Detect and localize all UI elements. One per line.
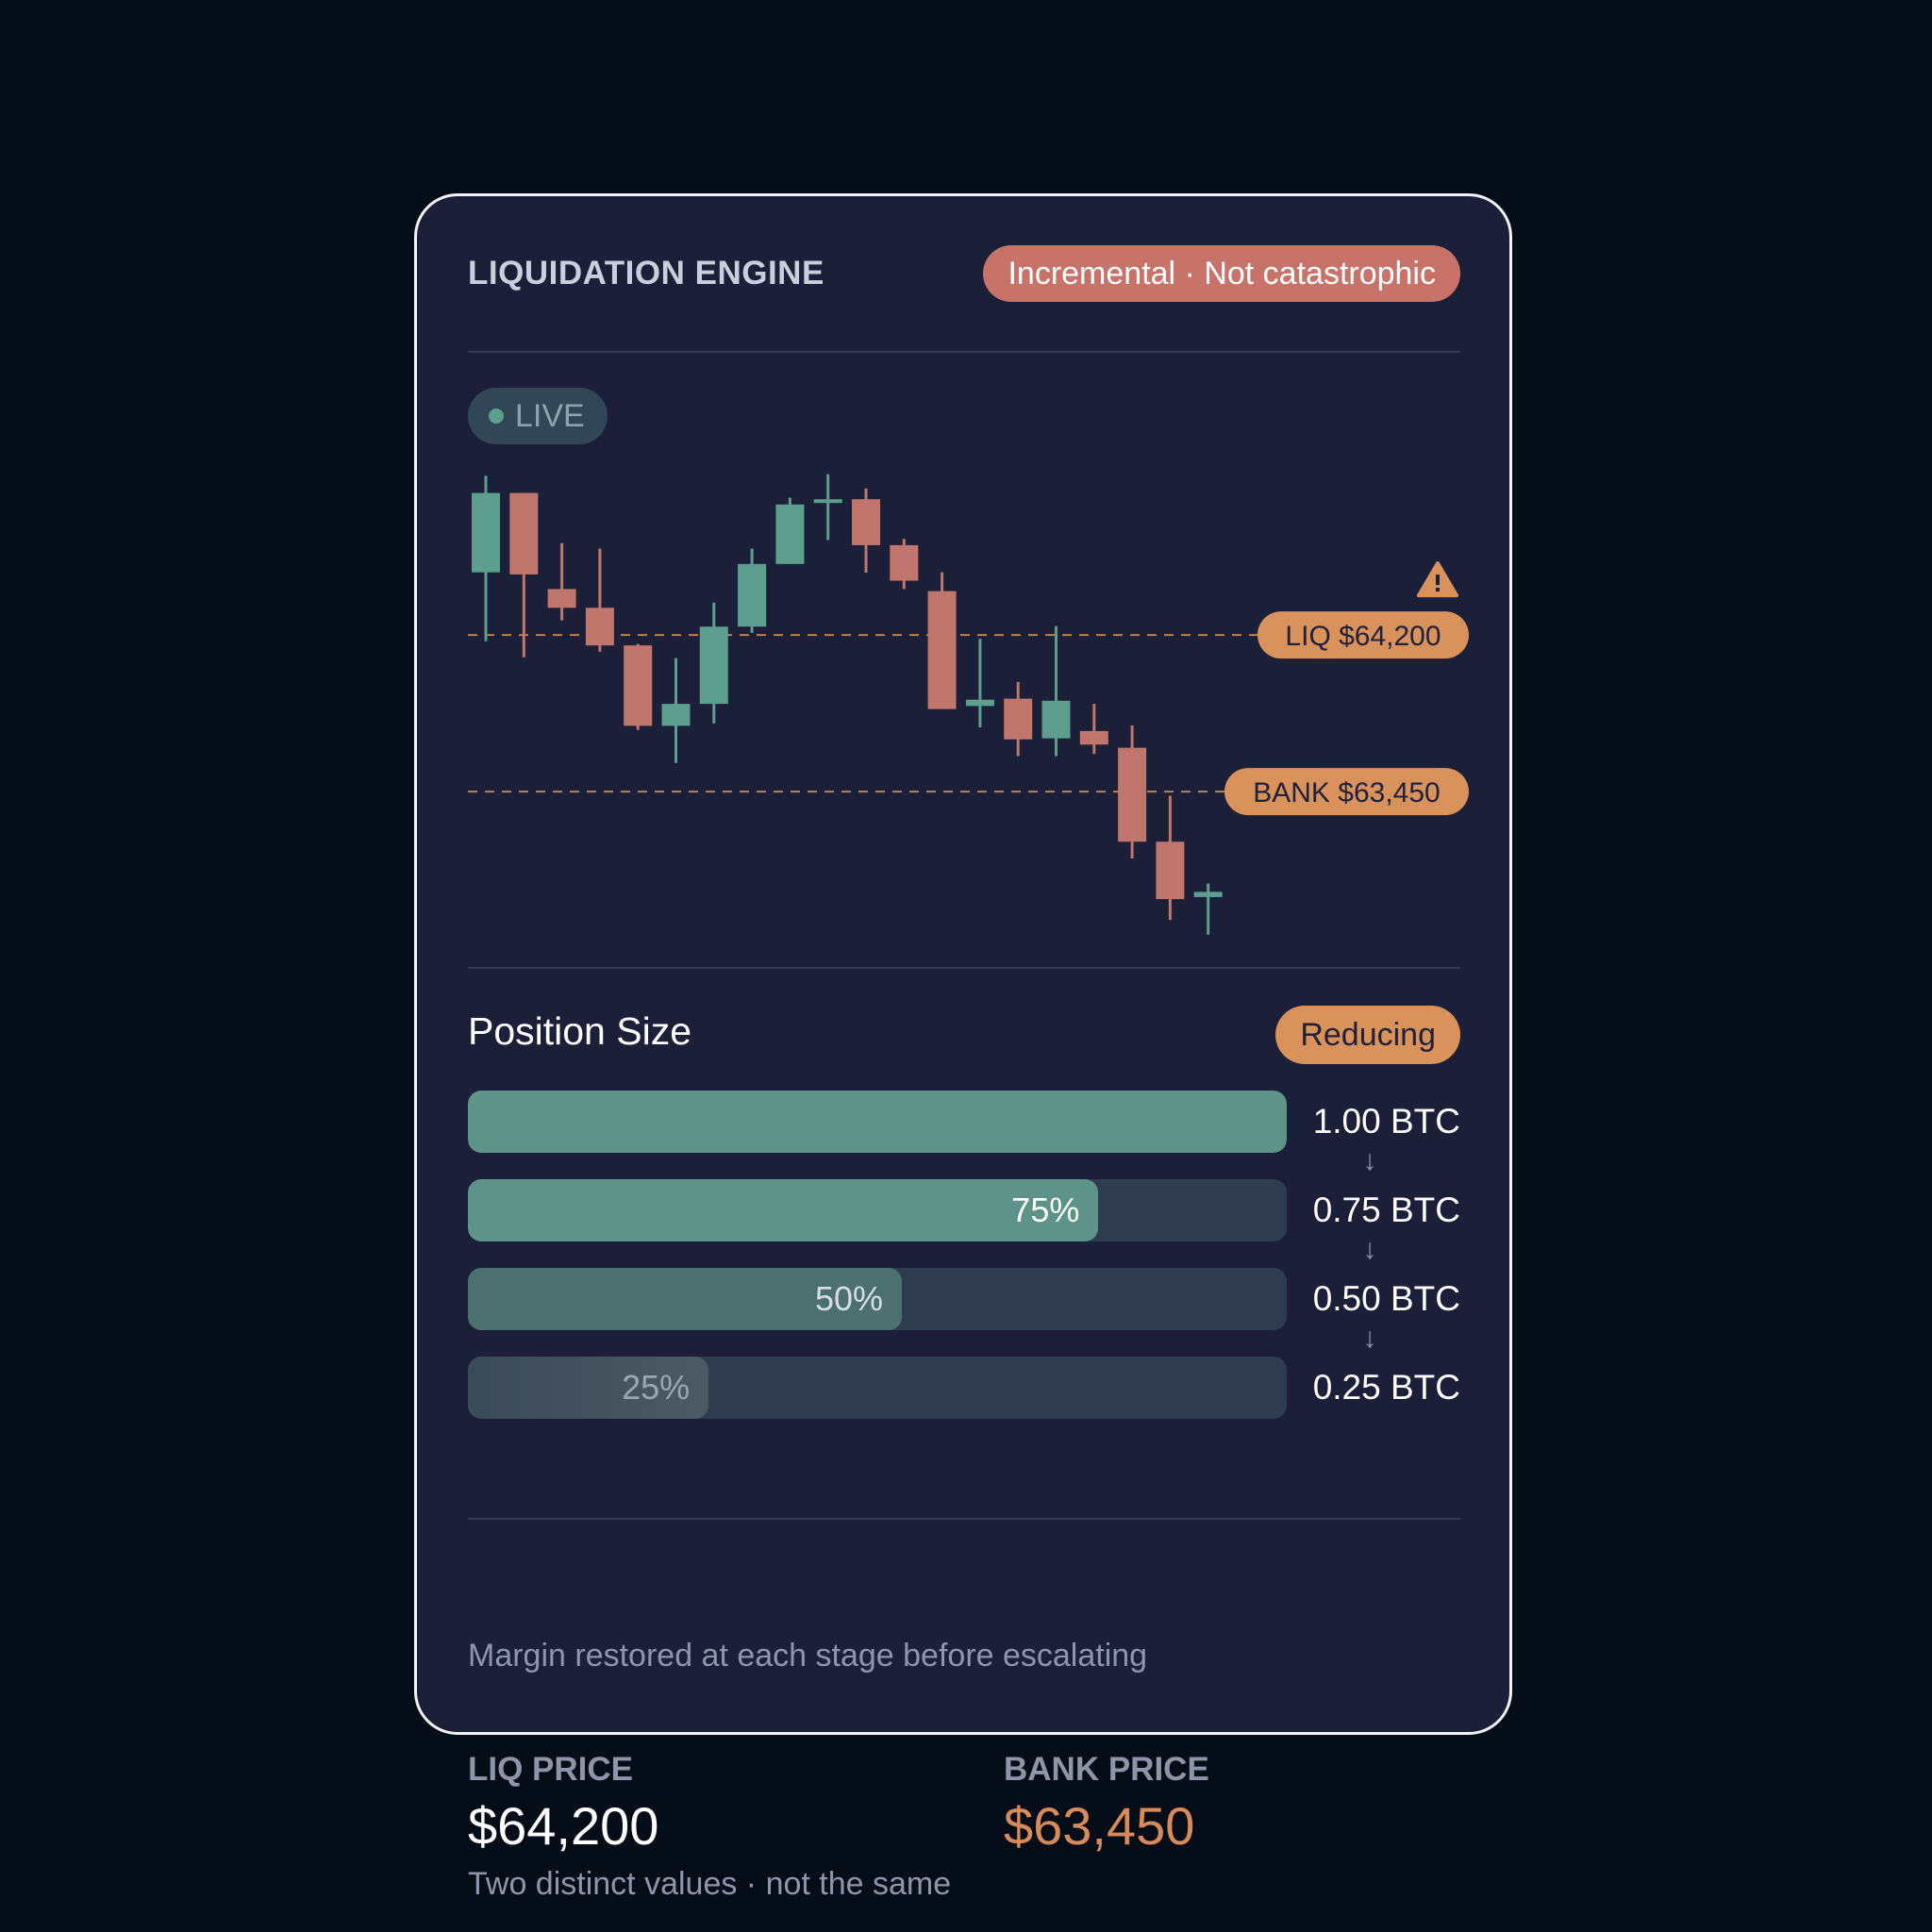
candle-body bbox=[1156, 841, 1185, 900]
candle-body bbox=[472, 492, 500, 573]
candlestick-chart: LIQ $64,200 BANK $63,450 bbox=[468, 474, 1469, 935]
chart-divider bbox=[468, 967, 1460, 969]
candle-body bbox=[1041, 700, 1071, 739]
warning-triangle-icon bbox=[1417, 561, 1458, 598]
mode-badge: Incremental · Not catastrophic bbox=[983, 245, 1460, 302]
candle-body bbox=[1193, 891, 1223, 897]
candle-body bbox=[965, 699, 994, 707]
stage-bar-3: 50% bbox=[468, 1268, 1287, 1330]
price-tag-label: BANK $63,450 bbox=[1253, 777, 1440, 808]
stage-percent-label: 25% bbox=[622, 1368, 691, 1407]
stage-bar-fill bbox=[468, 1091, 1287, 1153]
candle-body bbox=[813, 499, 842, 504]
arrow-down-icon: ↓ bbox=[1362, 1145, 1377, 1176]
footer-divider bbox=[468, 1518, 1460, 1520]
liq-price-label: LIQ PRICE bbox=[468, 1751, 634, 1788]
candle-body bbox=[738, 563, 767, 627]
candle-body bbox=[661, 704, 691, 726]
stage-quantity: 0.75 BTC bbox=[1312, 1191, 1460, 1229]
stage-bar-fill: 50% bbox=[468, 1268, 903, 1330]
card-title: LIQUIDATION ENGINE bbox=[468, 255, 824, 291]
candle-body bbox=[547, 589, 576, 608]
liquidation-engine-card: LIQUIDATION ENGINE Incremental · Not cat… bbox=[414, 193, 1512, 1902]
stage-bar-fill: 75% bbox=[468, 1179, 1099, 1241]
arrow-down-icon: ↓ bbox=[1362, 1234, 1377, 1265]
stage-percent-label: 50% bbox=[814, 1279, 884, 1318]
stage-bar-1 bbox=[468, 1091, 1287, 1153]
stage-percent-label: 75% bbox=[1011, 1191, 1080, 1229]
candle-body bbox=[585, 608, 614, 646]
candle-body bbox=[852, 499, 880, 545]
candle-body bbox=[1004, 698, 1033, 740]
candle-body bbox=[624, 645, 653, 726]
price-tag-liq bbox=[1257, 611, 1469, 659]
stage-quantity: 1.00 BTC bbox=[1312, 1102, 1460, 1141]
bank-price-label: BANK PRICE bbox=[1004, 1751, 1209, 1788]
candle-body bbox=[509, 492, 539, 575]
candle-body bbox=[775, 504, 805, 564]
stage-note: Margin restored at each stage before esc… bbox=[468, 1638, 1148, 1674]
candle-body bbox=[699, 626, 728, 705]
price-tag-label: LIQ $64,200 bbox=[1285, 621, 1441, 652]
stage-bar-fill: 25% bbox=[468, 1357, 709, 1419]
bank-price-value: $63,450 bbox=[1004, 1796, 1195, 1856]
live-indicator: LIVE bbox=[468, 388, 608, 444]
prices-footnote: Two distinct values · not the same bbox=[468, 1866, 952, 1902]
live-dot-icon bbox=[489, 408, 504, 424]
candle-body bbox=[927, 591, 957, 709]
candle-body bbox=[890, 544, 919, 581]
candle-body bbox=[1079, 730, 1108, 745]
stage-bar-2: 75% bbox=[468, 1179, 1287, 1241]
candle-body bbox=[1118, 747, 1147, 842]
position-size-title: Position Size bbox=[468, 1009, 692, 1053]
stage-quantity: 0.50 BTC bbox=[1312, 1279, 1460, 1318]
live-label: LIVE bbox=[515, 398, 585, 434]
stage-bar-4: 25% bbox=[468, 1357, 1287, 1419]
reducing-status-badge: Reducing bbox=[1275, 1006, 1460, 1064]
stage-quantity: 0.25 BTC bbox=[1312, 1368, 1460, 1407]
liq-price-value: $64,200 bbox=[468, 1796, 659, 1856]
header-divider bbox=[468, 351, 1460, 353]
price-tag-bank bbox=[1224, 768, 1469, 816]
arrow-down-icon: ↓ bbox=[1362, 1323, 1377, 1354]
